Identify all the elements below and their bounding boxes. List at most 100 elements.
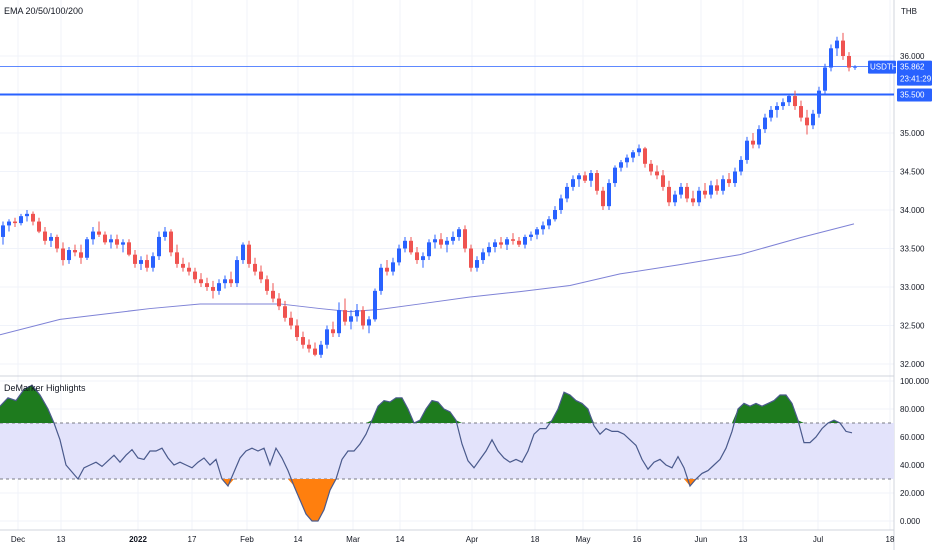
candles — [1, 32, 857, 358]
candle — [841, 32, 845, 60]
candle — [631, 149, 635, 163]
candle-body — [457, 229, 461, 237]
candle — [13, 217, 17, 227]
time-tick-label: 16 — [633, 535, 642, 544]
candle-body — [97, 231, 101, 235]
candle — [349, 310, 353, 330]
candle — [61, 242, 65, 266]
candle — [721, 175, 725, 195]
indicator-label[interactable]: EMA 20/50/100/200 — [4, 6, 83, 16]
candle-body — [55, 236, 59, 249]
time-tick-label: Jun — [695, 535, 708, 544]
candle — [103, 231, 107, 245]
candle-body — [739, 159, 743, 172]
candle — [91, 226, 95, 245]
candle-body — [619, 162, 623, 168]
candle — [637, 144, 641, 157]
candle — [511, 233, 515, 245]
candle — [499, 236, 503, 249]
candle-body — [787, 96, 791, 103]
candle — [181, 257, 185, 272]
candle — [217, 279, 221, 295]
demarker-highlights — [0, 385, 852, 521]
price-tick-label: 34.500 — [900, 168, 925, 177]
candle — [649, 159, 653, 176]
candle — [469, 244, 473, 272]
price-badge-bg — [897, 60, 932, 86]
candle-body — [583, 175, 587, 181]
time-tick-label: 13 — [57, 535, 66, 544]
candle — [397, 244, 401, 266]
candle-body — [811, 113, 815, 126]
candle — [445, 236, 449, 253]
candle — [109, 234, 113, 249]
candle-body — [703, 190, 707, 195]
candle — [673, 190, 677, 207]
candle — [121, 239, 125, 253]
candle — [547, 216, 551, 230]
candle — [79, 244, 83, 264]
candle — [97, 221, 101, 237]
candle-body — [427, 242, 431, 257]
candle — [709, 180, 713, 199]
candle-body — [151, 256, 155, 268]
candle — [151, 252, 155, 272]
candle-body — [19, 216, 23, 224]
candle — [55, 234, 59, 253]
candle — [643, 146, 647, 168]
demarker-axis[interactable]: 100.000 80.000 60.000 40.000 20.000 0.000 — [900, 377, 929, 526]
candle — [211, 280, 215, 299]
candle-body — [409, 240, 413, 253]
candle-body — [673, 194, 677, 203]
candle — [853, 65, 857, 70]
candle — [607, 179, 611, 210]
candle — [139, 256, 143, 271]
candle — [769, 106, 773, 122]
candle-body — [751, 140, 755, 145]
candle-body — [283, 306, 287, 318]
candle-body — [589, 173, 593, 181]
candle — [595, 169, 599, 195]
demarker-label[interactable]: DeMarker Highlights — [4, 383, 86, 393]
candle-body — [829, 48, 833, 68]
candle-body — [289, 317, 293, 326]
candle — [427, 239, 431, 261]
candle — [157, 231, 161, 261]
candle-body — [481, 252, 485, 261]
candle-body — [823, 67, 827, 91]
candle-body — [403, 240, 407, 249]
candle — [625, 154, 629, 168]
candle — [175, 244, 179, 268]
candle — [685, 183, 689, 203]
price-tick-label: 34.000 — [900, 206, 925, 215]
candle-body — [91, 231, 95, 240]
candle-body — [31, 213, 35, 222]
candle — [379, 263, 383, 295]
candle-body — [163, 231, 167, 237]
candle — [439, 233, 443, 249]
time-axis[interactable]: Dec 13 2022 17 Feb 14 Mar 14 Apr 18 May 16 Jun 13 Jul 1… — [11, 535, 895, 544]
candle — [667, 180, 671, 207]
candle-body — [253, 263, 257, 272]
candle-body — [661, 175, 665, 187]
candle — [787, 94, 791, 107]
candle — [25, 210, 29, 222]
candle-body — [223, 279, 227, 284]
candle-body — [709, 185, 713, 195]
candle — [373, 288, 377, 322]
time-tick-label: 2022 — [129, 535, 147, 544]
candle — [691, 190, 695, 207]
candle-body — [25, 213, 29, 217]
candle-body — [769, 109, 773, 118]
candle-body — [259, 271, 263, 280]
candle — [751, 133, 755, 149]
candle-body — [79, 252, 83, 258]
candle — [361, 306, 365, 330]
symbol-badge: USDTHB — [870, 63, 903, 72]
candle — [541, 221, 545, 235]
candle-body — [181, 263, 185, 268]
candle — [775, 102, 779, 118]
candle — [403, 236, 407, 253]
candle — [67, 246, 71, 264]
